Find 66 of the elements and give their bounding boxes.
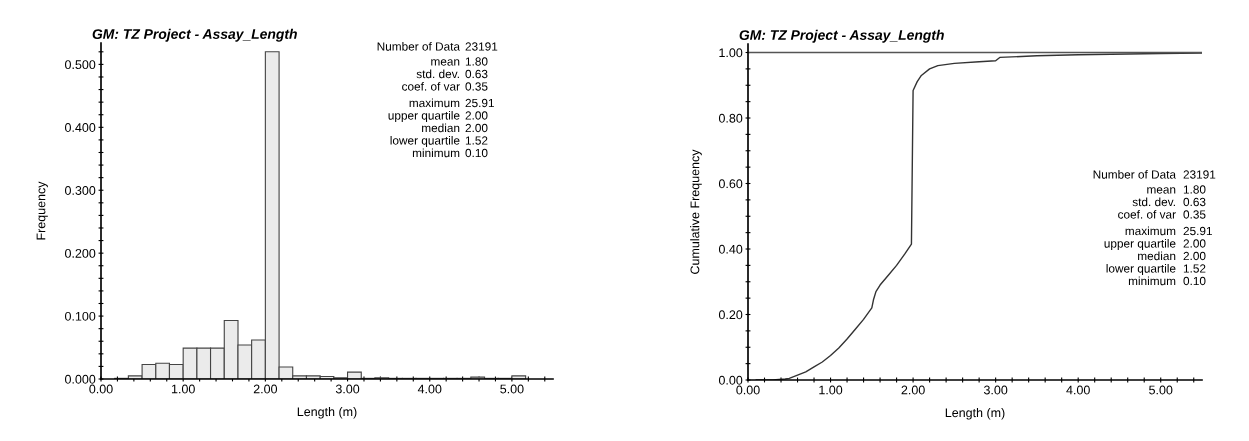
annotation: 25.91: [1183, 226, 1212, 236]
x-tick-label: 4.00: [1066, 385, 1090, 395]
annotation: 0.35: [465, 82, 488, 91]
annotation: 23191: [1183, 170, 1216, 179]
annotation: Number of Data: [1093, 170, 1176, 179]
annotation: 0.10: [465, 148, 488, 158]
annotation: 0.63: [465, 69, 488, 79]
annotation: 2.00: [465, 123, 488, 133]
annotation: upper quartile: [388, 111, 460, 122]
x-tick-label: 0.00: [89, 384, 113, 394]
y-tick-label: 0.60: [718, 179, 743, 189]
y-tick-label: 0.400: [65, 123, 96, 132]
x-tick-label: 3.00: [983, 385, 1008, 395]
annotation: std. dev.: [416, 69, 459, 79]
annotation: 1.80: [1183, 185, 1206, 194]
x-axis-title: Length (m): [945, 407, 1005, 420]
y-tick-label: 0.000: [65, 374, 96, 384]
annotation: maximum: [409, 98, 460, 108]
annotation: 0.10: [1183, 276, 1206, 286]
annotation: 25.91: [465, 98, 494, 108]
x-tick-label: 0.00: [736, 385, 760, 395]
x-tick-label: 1.00: [819, 385, 843, 395]
chart-title: GM: TZ Project - Assay_Length: [92, 28, 297, 42]
x-tick-label: 4.00: [417, 384, 442, 394]
y-axis-title: Cumulative Frequency: [690, 149, 702, 274]
annotation: 1.80: [465, 57, 488, 66]
annotation: std. dev.: [1132, 197, 1175, 207]
y-tick-label: 0.100: [65, 311, 96, 321]
annotation: coef. of var: [1118, 210, 1176, 219]
annotation: 2.00: [465, 111, 488, 120]
y-tick-label: 0.80: [718, 113, 743, 123]
y-tick-label: 0.500: [65, 60, 96, 70]
annotation: coef. of var: [402, 82, 460, 91]
y-tick-label: 0.00: [718, 375, 743, 385]
y-axis-title: Frequency: [36, 181, 48, 240]
annotation: 23191: [465, 42, 498, 51]
x-tick-label: 2.00: [901, 385, 925, 395]
x-axis-title: Length (m): [297, 406, 357, 419]
annotation: 0.63: [1183, 197, 1206, 207]
x-tick-label: 5.00: [1149, 385, 1173, 395]
annotation: 0.35: [1183, 210, 1206, 219]
x-tick-label: 3.00: [335, 384, 360, 394]
annotation: minimum: [1128, 276, 1176, 286]
annotation: lower quartile: [1106, 264, 1176, 275]
annotation: 2.00: [1183, 251, 1206, 261]
annotation: median: [1138, 251, 1176, 261]
annotation: Number of Data: [377, 42, 460, 51]
y-tick-label: 0.20: [718, 310, 743, 320]
y-tick-label: 0.300: [65, 186, 96, 195]
y-tick-label: 0.40: [718, 244, 743, 254]
annotation: minimum: [412, 148, 460, 158]
x-tick-label: 2.00: [253, 384, 278, 394]
annotation: upper quartile: [1104, 239, 1176, 250]
y-tick-label: 0.200: [65, 248, 96, 258]
annotation: mean: [1147, 187, 1176, 194]
annotation: mean: [431, 59, 460, 66]
annotation: maximum: [1125, 226, 1176, 236]
annotation: 2.00: [1183, 239, 1206, 248]
annotation: 1.52: [1183, 264, 1206, 273]
x-tick-label: 1.00: [171, 384, 195, 394]
x-tick-label: 5.00: [500, 384, 524, 394]
chart-title: GM: TZ Project - Assay_Length: [739, 29, 944, 43]
annotation: 1.52: [465, 136, 488, 145]
annotation: lower quartile: [390, 136, 460, 147]
annotation: median: [422, 123, 460, 133]
y-tick-label: 1.00: [719, 48, 743, 58]
